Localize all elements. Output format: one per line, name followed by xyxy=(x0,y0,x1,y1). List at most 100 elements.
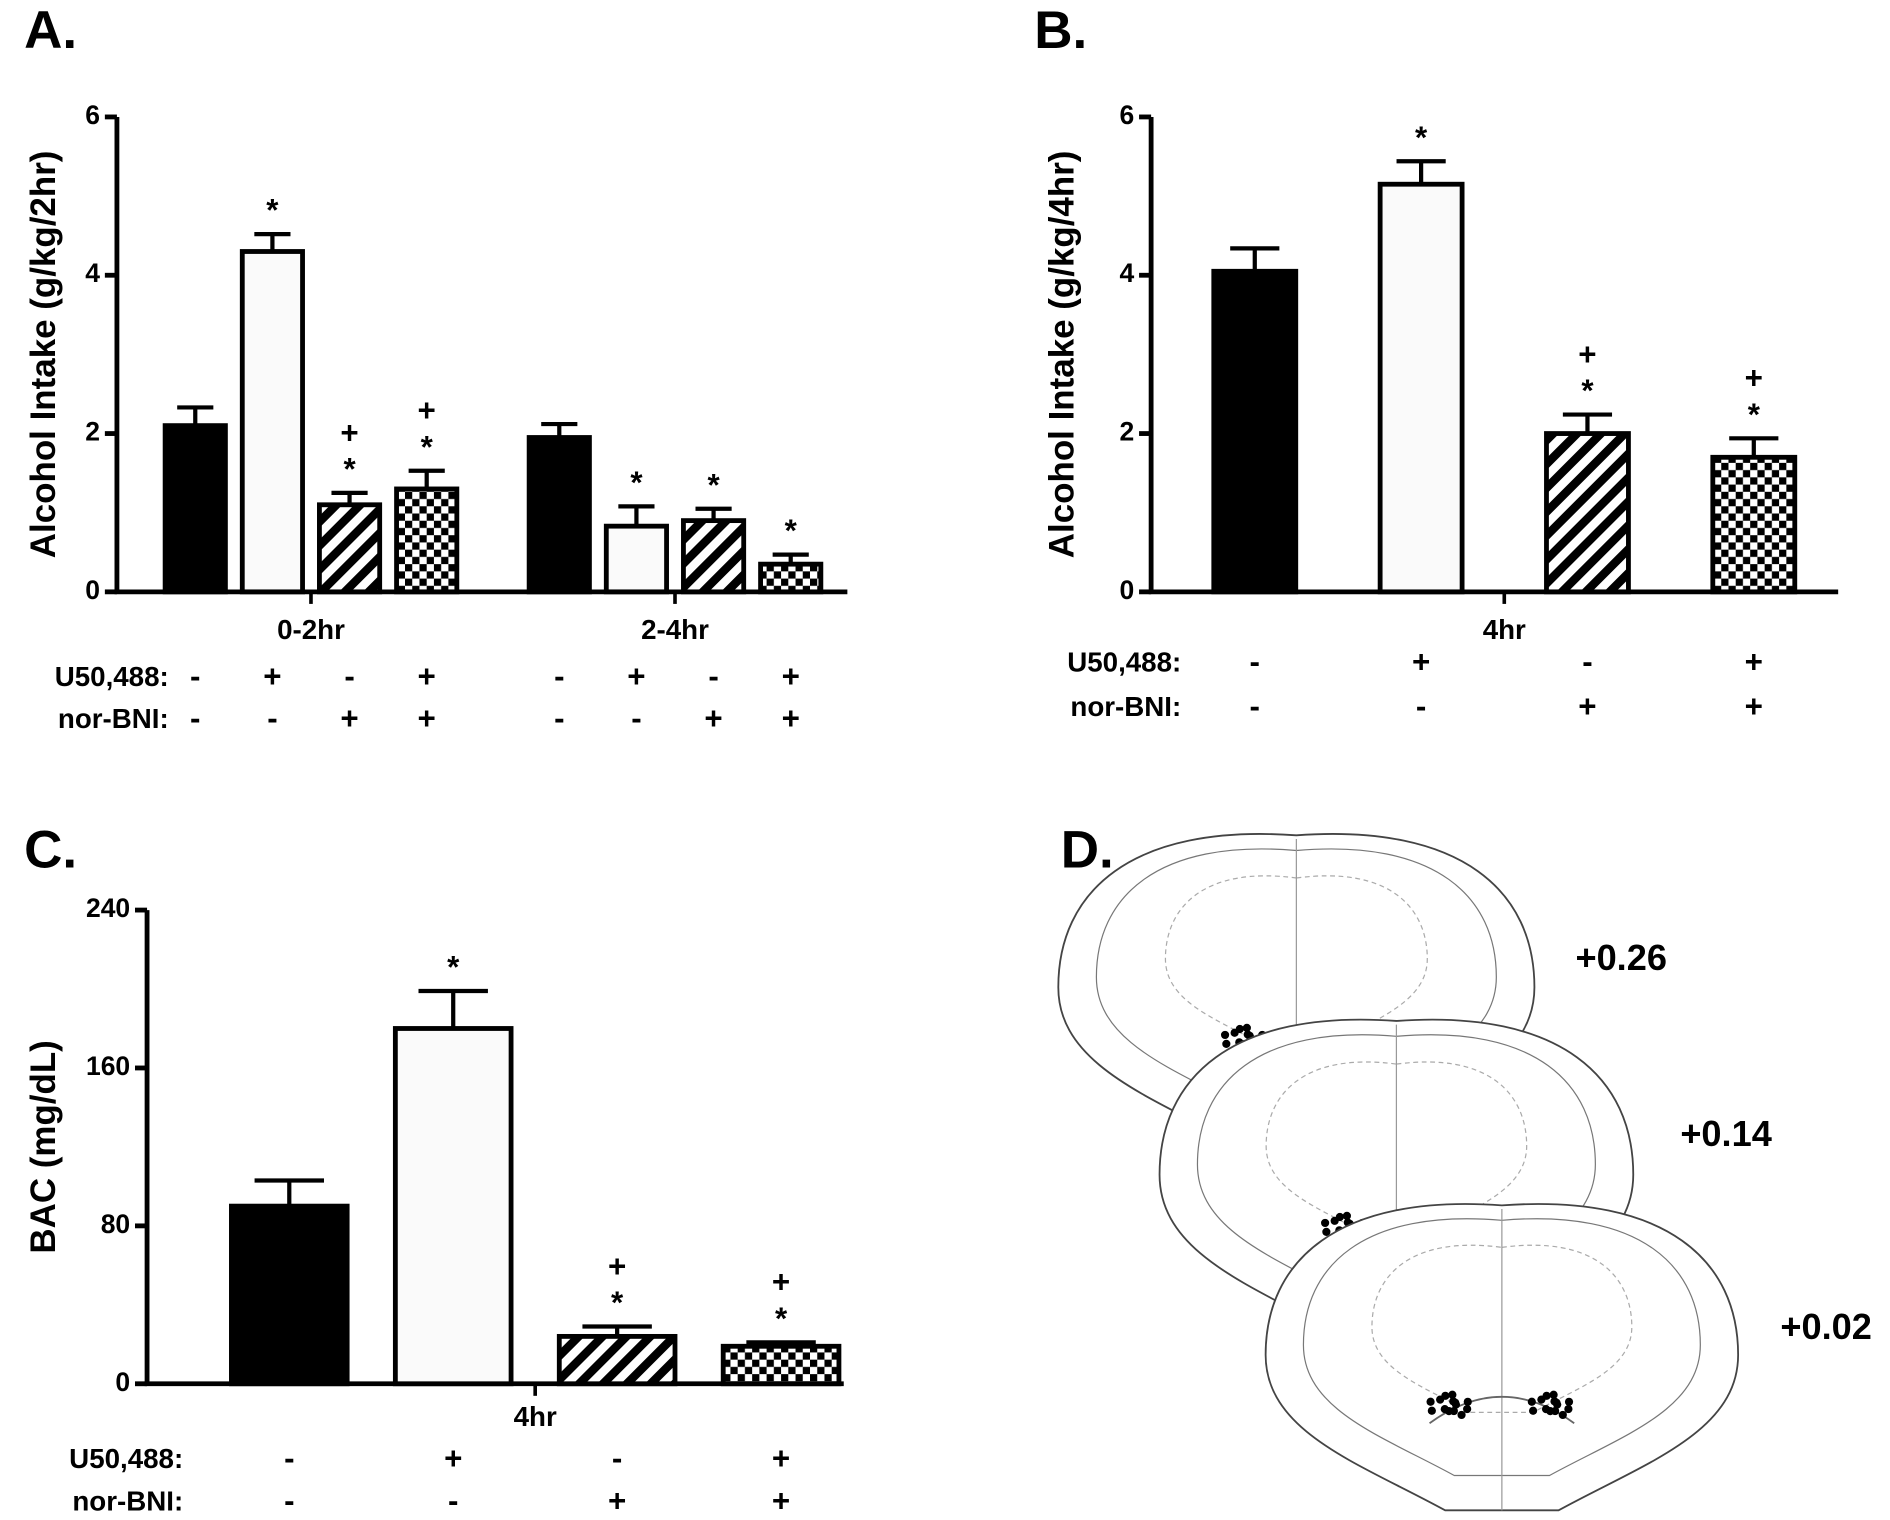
placement-dot xyxy=(1528,1406,1538,1415)
bar xyxy=(1211,268,1299,595)
condition-mark: + xyxy=(782,701,800,736)
significance-mark: + xyxy=(772,1265,790,1300)
bar xyxy=(239,249,305,595)
condition-mark: - xyxy=(190,701,200,736)
placement-dot xyxy=(1564,1397,1574,1406)
condition-mark: + xyxy=(627,659,645,694)
condition-mark: - xyxy=(708,659,718,694)
bar xyxy=(556,1333,678,1387)
condition-mark: - xyxy=(554,659,564,694)
condition-label: U50,488: xyxy=(55,661,169,692)
condition-label: U50,488: xyxy=(1067,647,1181,678)
significance-mark: + xyxy=(418,393,436,428)
x-tick-label: 4hr xyxy=(514,1401,557,1432)
condition-mark: - xyxy=(612,1441,622,1476)
section-label: +0.26 xyxy=(1575,937,1667,978)
significance-mark: + xyxy=(1745,361,1763,396)
brain-section xyxy=(1264,1203,1740,1512)
placement-dot xyxy=(1222,1039,1231,1048)
x-tick-label: 2-4hr xyxy=(641,614,709,645)
condition-mark: + xyxy=(704,701,722,736)
placement-dot xyxy=(1448,1390,1457,1399)
condition-mark: - xyxy=(190,659,200,694)
condition-mark: - xyxy=(1250,644,1260,679)
significance-mark: + xyxy=(340,415,358,450)
panel-label: D. xyxy=(1061,820,1114,879)
y-axis-label: Alcohol Intake (g/kg/2hr) xyxy=(24,151,63,559)
bar xyxy=(1710,454,1798,595)
placement-dot xyxy=(1463,1397,1472,1406)
condition-mark: - xyxy=(284,1441,294,1476)
placement-dot xyxy=(1230,1028,1239,1037)
placement-dot xyxy=(1558,1410,1567,1420)
y-tick-label: 6 xyxy=(85,100,100,130)
condition-mark: - xyxy=(631,701,641,736)
condition-mark: + xyxy=(444,1441,462,1476)
placement-dot xyxy=(1436,1395,1445,1404)
x-tick-label: 0-2hr xyxy=(277,614,345,645)
significance-mark: * xyxy=(266,193,279,228)
y-tick-label: 4 xyxy=(1119,258,1134,288)
y-tick-label: 2 xyxy=(85,417,100,447)
panel-label: A. xyxy=(24,1,77,60)
condition-mark: + xyxy=(772,1483,790,1518)
placement-dot xyxy=(1463,1404,1472,1414)
condition-mark: + xyxy=(782,659,800,694)
significance-mark: * xyxy=(1581,373,1594,408)
y-tick-label: 0 xyxy=(1119,575,1134,605)
y-axis-label: Alcohol Intake (g/kg/4hr) xyxy=(1043,151,1082,559)
bar xyxy=(720,1343,842,1387)
condition-mark: - xyxy=(1250,689,1260,724)
condition-mark: + xyxy=(1412,644,1430,679)
placement-dot xyxy=(1564,1404,1573,1414)
y-tick-label: 240 xyxy=(86,893,130,923)
panel-label: C. xyxy=(24,820,77,879)
placement-dot xyxy=(1220,1030,1230,1040)
significance-mark: * xyxy=(630,465,643,500)
significance-mark: * xyxy=(775,1301,788,1336)
condition-label: nor-BNI: xyxy=(72,1485,183,1516)
condition-mark: - xyxy=(284,1483,294,1518)
y-tick-label: 0 xyxy=(85,575,100,605)
section-label: +0.02 xyxy=(1780,1306,1872,1347)
x-tick-label: 4hr xyxy=(1483,614,1526,645)
condition-mark: - xyxy=(1582,644,1592,679)
bar xyxy=(392,1026,514,1387)
condition-mark: + xyxy=(418,701,436,736)
significance-mark: * xyxy=(611,1285,624,1320)
placement-dot xyxy=(1322,1227,1331,1237)
bar xyxy=(162,423,228,595)
bar xyxy=(1544,431,1631,595)
y-tick-label: 80 xyxy=(101,1209,130,1239)
placement-dot xyxy=(1342,1211,1352,1221)
condition-mark: - xyxy=(344,659,354,694)
placement-dot xyxy=(1549,1390,1558,1399)
significance-mark: * xyxy=(1748,397,1761,432)
placement-dot xyxy=(1449,1406,1458,1416)
condition-mark: + xyxy=(1745,689,1763,724)
significance-mark: * xyxy=(785,513,798,548)
condition-mark: + xyxy=(340,701,358,736)
y-tick-label: 0 xyxy=(115,1367,130,1397)
significance-mark: * xyxy=(1415,120,1428,155)
significance-mark: * xyxy=(421,429,434,464)
condition-mark: + xyxy=(418,659,436,694)
y-tick-label: 160 xyxy=(86,1051,130,1081)
y-tick-label: 6 xyxy=(1119,100,1134,130)
bar xyxy=(681,518,747,595)
condition-mark: + xyxy=(608,1483,626,1518)
bar xyxy=(394,486,460,595)
placement-dot xyxy=(1330,1216,1339,1225)
placement-dot xyxy=(1426,1397,1435,1406)
y-tick-label: 4 xyxy=(85,258,100,288)
significance-mark: + xyxy=(608,1249,626,1284)
placement-dot xyxy=(1321,1218,1330,1228)
y-axis-label: BAC (mg/dL) xyxy=(24,1040,63,1253)
significance-mark: * xyxy=(447,950,460,985)
condition-label: nor-BNI: xyxy=(58,703,169,734)
condition-mark: - xyxy=(1416,689,1426,724)
condition-label: nor-BNI: xyxy=(1070,691,1181,722)
condition-mark: + xyxy=(1745,644,1763,679)
